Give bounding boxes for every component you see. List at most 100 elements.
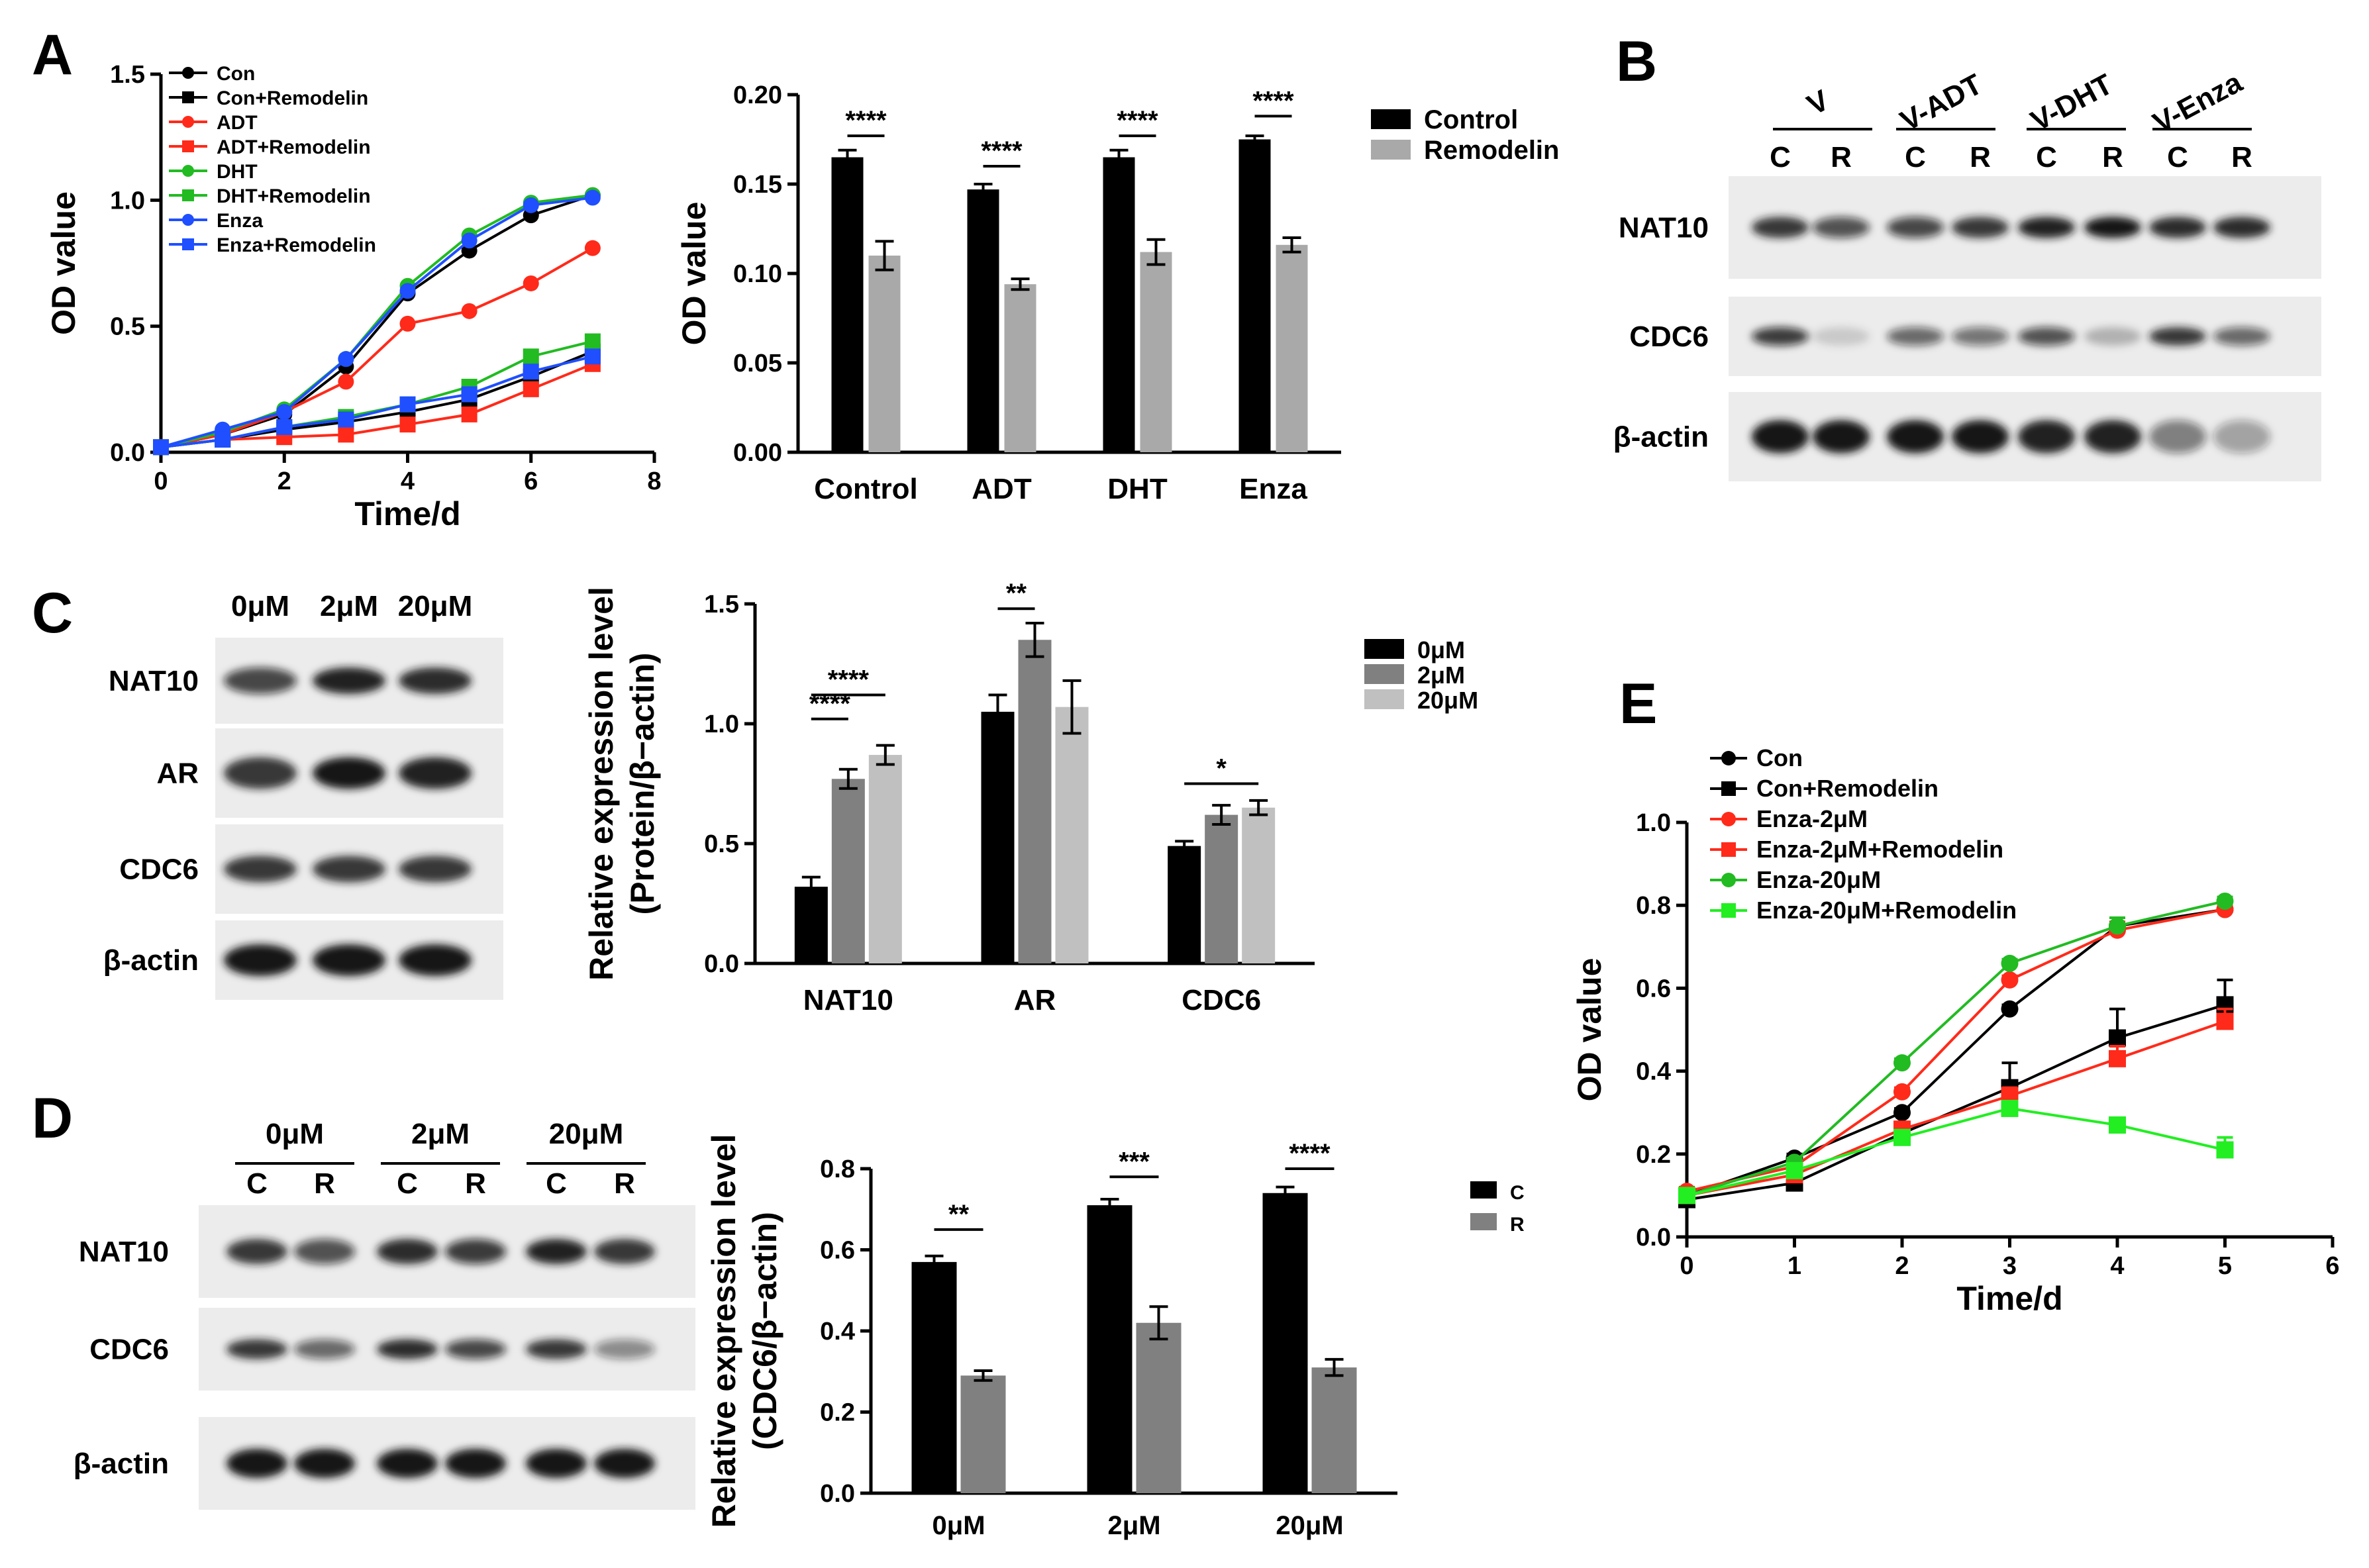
lane-label: R <box>1970 141 1991 173</box>
data-point <box>399 283 416 299</box>
lane-label: C <box>2036 141 2057 173</box>
blot-band <box>1752 217 1809 238</box>
lane-label: C <box>2167 141 2188 173</box>
legend-marker <box>1721 903 1736 918</box>
legend-label: Con+Remodelin <box>217 87 368 109</box>
legend-label: 20μM <box>1417 687 1478 714</box>
data-point <box>276 418 293 435</box>
data-point <box>2109 1029 2126 1047</box>
x-tick-label: 0 <box>154 467 168 495</box>
data-point <box>1893 1083 1911 1101</box>
chart-A-line: 0.0 0.5 1.0 1.5 0 2 4 6 8 Time/d OD value ConCon+Re… <box>45 61 662 532</box>
series-1 <box>960 1305 1357 1493</box>
bar <box>1055 707 1089 963</box>
legend-label: Con <box>217 63 255 85</box>
y-tick-label: 0.05 <box>733 350 782 377</box>
data-point <box>584 240 601 256</box>
data-point <box>2216 1141 2234 1159</box>
lane-label: R <box>314 1167 335 1200</box>
bar <box>911 1261 957 1493</box>
blot-band <box>227 1239 287 1264</box>
bar <box>1103 157 1135 452</box>
blot-band <box>594 1449 655 1478</box>
blot-band <box>2213 420 2270 454</box>
category-label: CDC6 <box>1182 984 1261 1016</box>
blot-band <box>399 667 472 694</box>
category-label: Enza <box>1239 473 1307 505</box>
blot-row-label: CDC6 <box>119 854 199 886</box>
legend-marker <box>182 67 194 79</box>
blot-D: 0μM 2μM 20μM C R C R C R NAT10 CDC6 β-actin <box>74 1118 695 1510</box>
blot-band <box>594 1339 655 1359</box>
y-tick-label: 0.4 <box>1636 1058 1671 1086</box>
blot-row-label: CDC6 <box>89 1334 169 1366</box>
legend-marker <box>182 189 194 201</box>
blot-band <box>399 757 472 789</box>
lane-label: R <box>2102 141 2123 173</box>
lane-label: C <box>246 1167 268 1200</box>
blot-band <box>526 1339 587 1359</box>
legend-swatch <box>1364 664 1404 684</box>
legend-swatch <box>1470 1181 1497 1199</box>
legend-label: Con <box>1756 744 1803 771</box>
series-0 <box>1678 901 2234 1204</box>
x-tick-label: 8 <box>647 467 661 495</box>
significance-label: **** <box>1289 1139 1331 1168</box>
bar <box>981 711 1015 963</box>
data-point <box>2109 1116 2126 1134</box>
data-point <box>276 404 293 420</box>
data-point <box>461 232 478 249</box>
legend-label: Con+Remodelin <box>1756 775 1939 802</box>
y-tick-label: 0.20 <box>733 81 782 109</box>
legend-label: Control <box>1424 105 1518 134</box>
data-point <box>1893 1128 1911 1146</box>
legend-label: Enza-2μM <box>1756 805 1868 832</box>
blot-band <box>2084 217 2141 238</box>
data-point <box>399 416 416 433</box>
significance-label: *** <box>1119 1147 1150 1176</box>
legend-label: Enza <box>217 210 263 232</box>
series-7 <box>153 348 601 456</box>
y-tick-label: 0.0 <box>110 439 145 467</box>
y-axis-label: Relative expression level <box>705 1134 742 1528</box>
legend-label: DHT+Remodelin <box>217 185 371 207</box>
x-tick-label: 3 <box>2003 1252 2017 1280</box>
blot-C: 0μM 2μM 20μM NAT10 AR CDC6 β-actin <box>103 590 503 1000</box>
data-point <box>1893 1054 1911 1072</box>
y-tick-label: 0.6 <box>820 1237 855 1265</box>
blot-band <box>2213 217 2270 238</box>
data-point <box>523 364 539 380</box>
legend-label: R <box>1510 1214 1525 1236</box>
series-line <box>1686 908 2225 1193</box>
legend-label: Enza-20μM <box>1756 866 1881 893</box>
blot-band <box>594 1239 655 1264</box>
blot-band <box>377 1239 438 1264</box>
data-point <box>584 348 601 365</box>
y-axis-label-2: (Protein/β−actin) <box>624 653 661 915</box>
blot-band <box>2149 327 2206 346</box>
series-line <box>1686 1003 2226 1201</box>
blot-band <box>313 667 385 694</box>
panel-letter-c: C <box>32 581 73 645</box>
blot-band <box>1813 327 1870 346</box>
data-point <box>461 303 478 319</box>
blot-band <box>399 944 472 976</box>
y-tick-label: 0.5 <box>704 830 739 858</box>
blot-band <box>2018 327 2075 346</box>
legend-marker <box>182 91 194 103</box>
blot-band <box>294 1449 355 1478</box>
lane-label: 20μM <box>398 590 473 622</box>
data-point <box>338 411 354 428</box>
blot-row-label: CDC6 <box>1629 320 1709 353</box>
bar <box>1242 807 1276 963</box>
group-label: V-DHT <box>2025 68 2118 138</box>
series-line <box>160 196 593 449</box>
legend-label: 2μM <box>1417 662 1465 689</box>
blot-band <box>224 667 297 694</box>
series-1 <box>831 621 1238 963</box>
series-line <box>160 246 593 449</box>
legend-swatch <box>1364 639 1404 659</box>
significance-label: ** <box>948 1200 970 1229</box>
bar <box>1140 252 1172 452</box>
